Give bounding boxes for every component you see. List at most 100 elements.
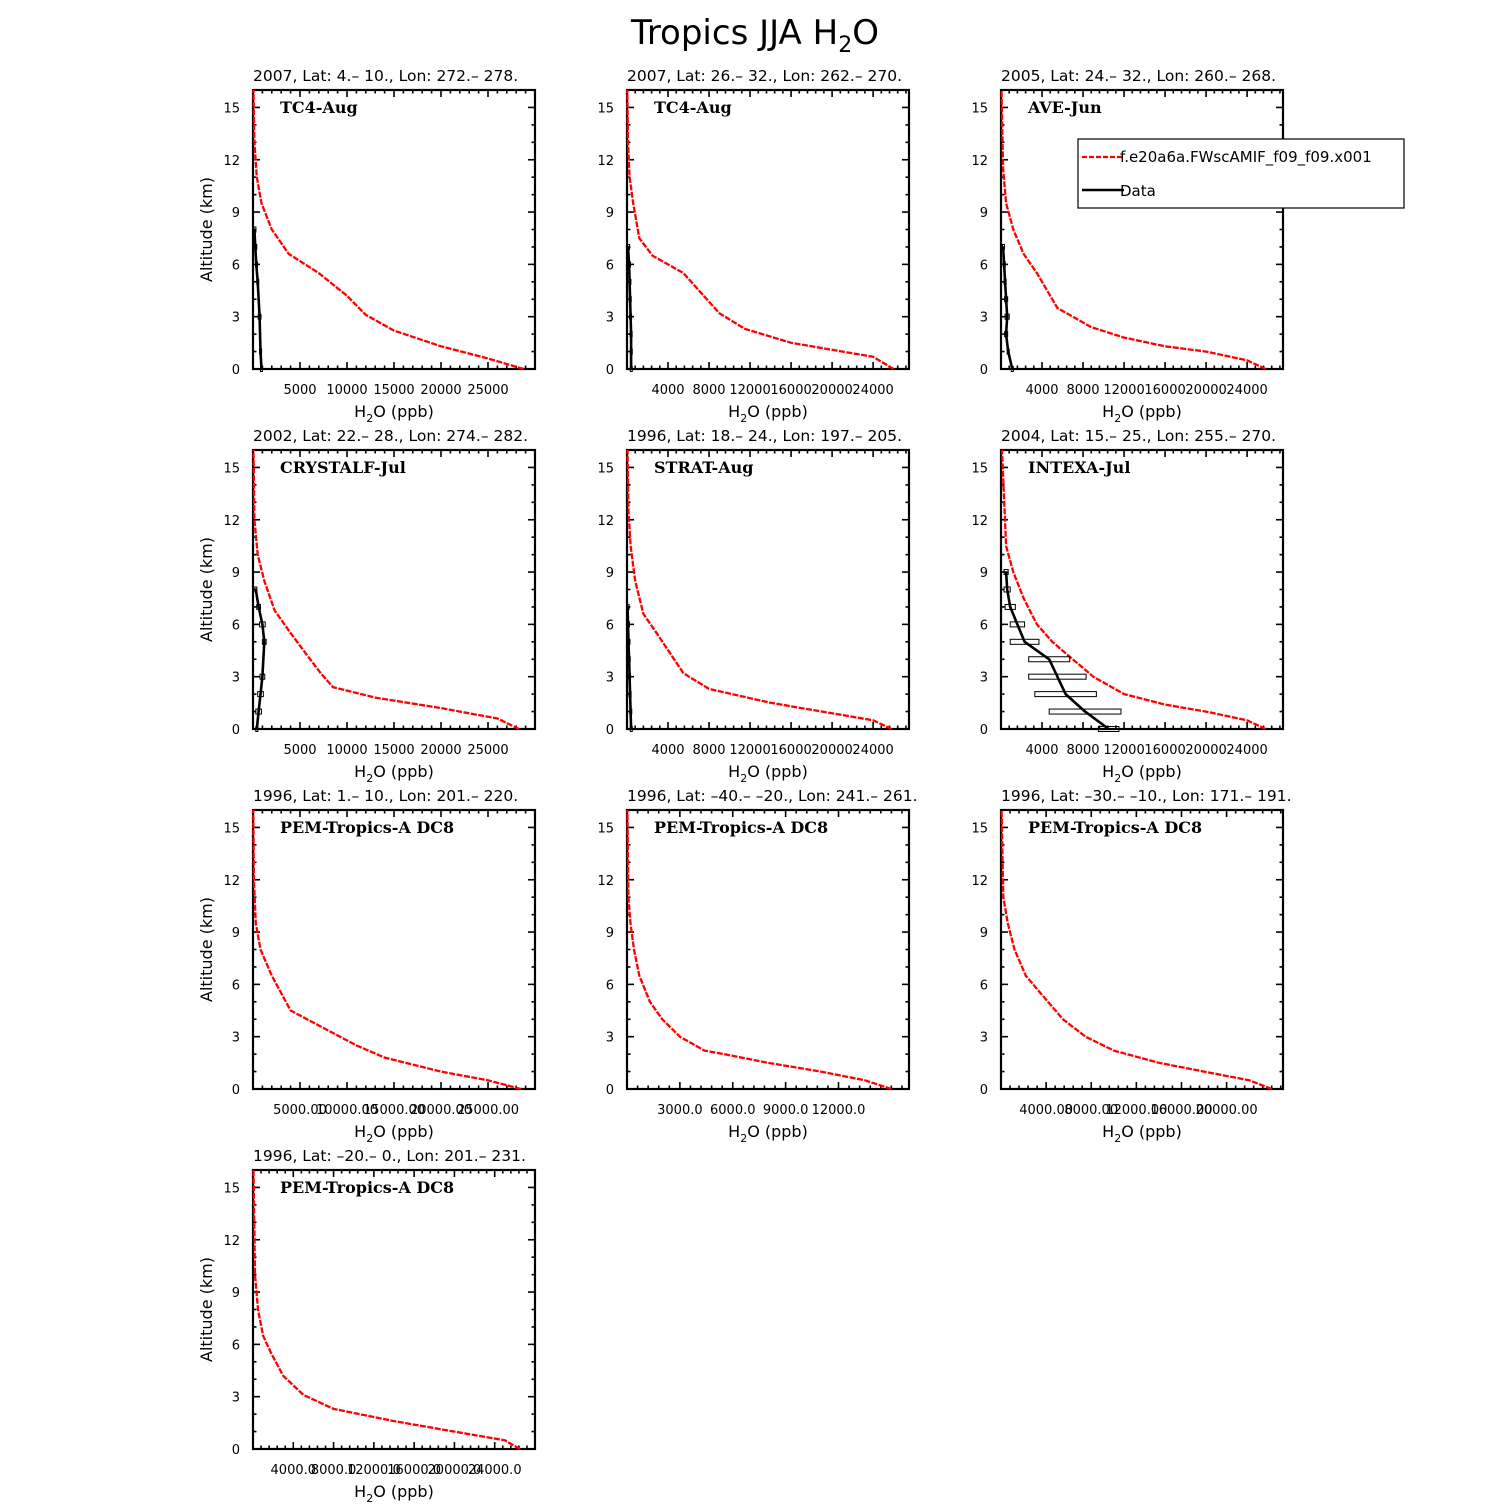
y-tick-label: 6 (980, 258, 988, 273)
x-axis-label-subscript: 2 (366, 412, 373, 425)
x-axis-label-rest: O (ppb) (747, 1122, 808, 1141)
x-tick-label: 25000 (467, 383, 508, 398)
x-tick-label: 12000.0 (347, 1463, 401, 1478)
x-tick-label: 16000 (770, 743, 811, 758)
model-profile-line (252, 809, 522, 1091)
campaign-label: PEM-Tropics-A DC8 (654, 818, 828, 837)
x-axis-label: H2O (ppb) (1102, 402, 1182, 425)
panel-10: 1996, Lat: –20.– 0., Lon: 201.– 231. PEM-… (197, 1147, 537, 1505)
x-tick-label: 5000 (283, 383, 316, 398)
y-tick-label: 0 (232, 363, 240, 378)
panel-header: 2007, Lat: 4.– 10., Lon: 272.– 278. (253, 67, 518, 85)
y-tick-label: 3 (232, 1391, 240, 1406)
plot-frame (999, 88, 1285, 371)
x-tick-label: 4000 (651, 743, 684, 758)
panel-header: 1996, Lat: –20.– 0., Lon: 201.– 231. (253, 1147, 526, 1165)
campaign-label: CRYSTALF-Jul (280, 458, 406, 477)
legend-model-label: f.e20a6a.FWscAMIF_f09_f09.x001 (1120, 148, 1372, 167)
plot-frame (625, 808, 911, 1091)
x-axis-label: H2O (ppb) (1102, 1122, 1182, 1145)
figure-title: Tropics JJA H2O (630, 13, 879, 58)
x-axis-label: H2O (ppb) (354, 1482, 434, 1505)
y-tick-label: 9 (232, 926, 240, 941)
x-tick-label: 10000 (326, 383, 367, 398)
x-axis-label-subscript: 2 (740, 412, 747, 425)
y-axis-label: Altitude (km) (197, 177, 216, 282)
y-tick-label: 15 (223, 461, 240, 476)
x-axis-label-part: H (728, 402, 740, 421)
y-tick-label: 0 (232, 723, 240, 738)
y-tick-label: 9 (232, 206, 240, 221)
x-axis-label: H2O (ppb) (728, 762, 808, 785)
y-tick-label: 15 (597, 461, 614, 476)
panel-2: 2007, Lat: 26.– 32., Lon: 262.– 270. TC4-… (597, 67, 911, 425)
y-tick-label: 9 (606, 566, 614, 581)
x-axis-label-subscript: 2 (740, 1132, 747, 1145)
campaign-label: STRAT-Aug (654, 458, 753, 477)
x-tick-label: 25000 (467, 743, 508, 758)
model-profile-line (1000, 809, 1273, 1091)
x-axis-label: H2O (ppb) (354, 762, 434, 785)
panel-header: 2005, Lat: 24.– 32., Lon: 260.– 268. (1001, 67, 1276, 85)
x-tick-label: 4000 (651, 383, 684, 398)
obs-profile-line (626, 246, 633, 369)
y-tick-label: 15 (223, 101, 240, 116)
x-axis-label-part: H (1102, 762, 1114, 781)
x-tick-label: 12000 (729, 743, 770, 758)
y-tick-label: 9 (980, 926, 988, 941)
y-tick-label: 6 (232, 618, 240, 633)
panel-5: 1996, Lat: 18.– 24., Lon: 197.– 205. STRA… (597, 427, 911, 785)
y-tick-label: 12 (971, 154, 988, 169)
panels: 2007, Lat: 4.– 10., Lon: 272.– 278. TC4-A… (197, 67, 1292, 1505)
y-tick-label: 12 (971, 874, 988, 889)
panel-4: 2002, Lat: 22.– 28., Lon: 274.– 282. CRYS… (197, 427, 537, 785)
y-tick-label: 3 (232, 311, 240, 326)
figure-title-subscript: 2 (838, 33, 852, 58)
plot-frame (625, 448, 911, 731)
y-tick-label: 15 (597, 821, 614, 836)
x-axis-label-rest: O (ppb) (373, 1122, 434, 1141)
x-tick-label: 24000 (852, 383, 893, 398)
x-axis-label-part: H (728, 762, 740, 781)
panel-header: 2004, Lat: 15.– 25., Lon: 255.– 270. (1001, 427, 1276, 445)
x-tick-label: 10000.00 (316, 1103, 378, 1118)
y-tick-label: 9 (980, 566, 988, 581)
y-tick-label: 15 (971, 101, 988, 116)
x-tick-label: 20000 (1185, 743, 1226, 758)
x-axis-label-subscript: 2 (1114, 772, 1121, 785)
y-tick-label: 6 (606, 258, 614, 273)
x-axis-label-part: H (1102, 1122, 1114, 1141)
x-axis-label-rest: O (ppb) (373, 402, 434, 421)
x-axis-label-rest: O (ppb) (747, 762, 808, 781)
x-tick-label: 12000.0 (812, 1103, 866, 1118)
y-tick-label: 12 (223, 874, 240, 889)
y-tick-label: 9 (606, 926, 614, 941)
campaign-label: TC4-Aug (280, 98, 358, 117)
x-tick-label: 12000 (729, 383, 770, 398)
x-tick-label: 10000 (326, 743, 367, 758)
model-profile-line (626, 809, 892, 1091)
x-tick-label: 8000 (1066, 743, 1099, 758)
y-tick-label: 3 (980, 311, 988, 326)
x-axis-label-rest: O (ppb) (1121, 762, 1182, 781)
y-tick-label: 3 (980, 671, 988, 686)
y-tick-label: 12 (223, 1234, 240, 1249)
panel-6: 2004, Lat: 15.– 25., Lon: 255.– 270. INTE… (971, 427, 1285, 785)
panel-header: 2007, Lat: 26.– 32., Lon: 262.– 270. (627, 67, 902, 85)
y-tick-label: 0 (232, 1083, 240, 1098)
figure-title-main: Tropics JJA H (630, 13, 838, 53)
y-tick-label: 12 (223, 514, 240, 529)
obs-error-bar (1048, 708, 1122, 715)
legend-obs-label: Data (1120, 182, 1156, 200)
x-axis-label: H2O (ppb) (1102, 762, 1182, 785)
campaign-label: AVE-Jun (1027, 98, 1102, 117)
y-tick-label: 6 (606, 978, 614, 993)
x-tick-label: 5000.00 (273, 1103, 327, 1118)
plot-frame (251, 448, 537, 731)
x-tick-label: 12000.00 (1105, 1103, 1167, 1118)
x-tick-label: 20000 (420, 743, 461, 758)
y-tick-label: 9 (980, 206, 988, 221)
plot-frame (999, 448, 1285, 731)
panel-header: 1996, Lat: –40.– –20., Lon: 241.– 261. (627, 787, 918, 805)
y-tick-label: 15 (597, 101, 614, 116)
